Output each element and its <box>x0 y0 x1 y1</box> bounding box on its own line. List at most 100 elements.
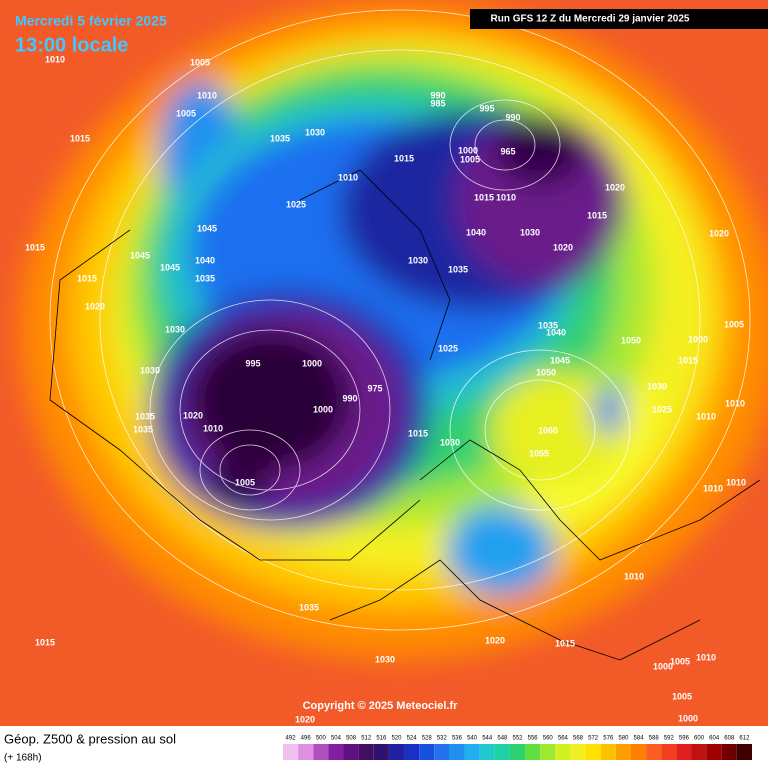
isobar-label: 1015 <box>408 428 428 438</box>
run-box <box>470 9 768 29</box>
map: Mercredi 5 février 2025 13:00 locale Run… <box>0 0 768 726</box>
isobar-label: 1015 <box>77 273 97 283</box>
isobar-label: 1000 <box>688 334 708 344</box>
legend-swatch <box>419 744 435 760</box>
isobar-label: 1015 <box>35 637 55 647</box>
legend-swatch <box>706 744 722 760</box>
isobar-label: 1030 <box>440 437 460 447</box>
legend-label: 596 <box>679 736 690 742</box>
legend-label: 580 <box>618 736 629 742</box>
legend-label: 600 <box>694 736 705 742</box>
isobar-label: 1020 <box>85 301 105 311</box>
legend: 492 496 500 504 508 512 516 520 524 528 532 536 540 5… <box>283 736 752 760</box>
legend-swatch <box>434 744 450 760</box>
legend-swatch <box>570 744 586 760</box>
isobar-label: 1035 <box>448 264 468 274</box>
legend-label: 544 <box>482 736 493 742</box>
legend-swatch <box>525 744 541 760</box>
run-info: Run GFS 12 Z du Mercredi 29 janvier 2025 <box>491 14 690 25</box>
legend-swatch <box>691 744 707 760</box>
legend-label: 512 <box>361 736 372 742</box>
legend-swatch <box>585 744 601 760</box>
legend-swatch <box>494 744 510 760</box>
legend-swatch <box>283 744 299 760</box>
isobar-label: 965 <box>500 146 515 156</box>
isobar-label: 1000 <box>458 145 478 155</box>
legend-label: 608 <box>724 736 735 742</box>
isobar-label: 1010 <box>496 192 516 202</box>
isobar-label: 1005 <box>190 57 210 67</box>
legend-swatch <box>540 744 556 760</box>
isobar-label: 1020 <box>295 714 315 724</box>
legend-swatch <box>328 744 344 760</box>
isobar-label: 1030 <box>647 381 667 391</box>
copyright: Copyright © 2025 Meteociel.fr <box>303 700 459 712</box>
legend-swatch <box>313 744 329 760</box>
isobar-label: 995 <box>479 103 494 113</box>
legend-label: 552 <box>512 736 523 742</box>
legend-label: 532 <box>437 736 448 742</box>
legend-label: 504 <box>331 736 342 742</box>
legend-swatch <box>646 744 662 760</box>
isobar-label: 1000 <box>313 404 333 414</box>
isobar-label: 1050 <box>621 335 641 345</box>
isobar-label: 990 <box>430 90 445 100</box>
legend-label: 548 <box>497 736 508 742</box>
isobar-label: 1035 <box>133 424 153 434</box>
isobar-label: 1010 <box>725 398 745 408</box>
isobar-label: 1010 <box>197 90 217 100</box>
isobar-label: 1015 <box>678 355 698 365</box>
legend-label: 584 <box>634 736 645 742</box>
isobar-label: 1025 <box>438 343 458 353</box>
isobar-label: 1030 <box>520 227 540 237</box>
isobar-label: 1010 <box>726 477 746 487</box>
legend-label: 612 <box>739 736 750 742</box>
isobar-label: 1025 <box>286 199 306 209</box>
legend-label: 540 <box>467 736 478 742</box>
legend-label: 496 <box>301 736 312 742</box>
isobar-label: 1030 <box>165 324 185 334</box>
legend-swatch <box>298 744 314 760</box>
isobar-label: 1045 <box>550 355 570 365</box>
isobar-label: 1020 <box>709 228 729 238</box>
isobar-label: 1040 <box>195 255 215 265</box>
isobar-label: 1015 <box>474 192 494 202</box>
legend-label: 556 <box>528 736 539 742</box>
legend-label: 528 <box>422 736 433 742</box>
isobars <box>49 9 751 631</box>
isobar-label: 1035 <box>135 411 155 421</box>
isobar-label: 1035 <box>299 602 319 612</box>
legend-label: 564 <box>558 736 569 742</box>
legend-label: 604 <box>709 736 720 742</box>
legend-swatch <box>343 744 359 760</box>
legend-label: 536 <box>452 736 463 742</box>
legend-label: 492 <box>286 736 297 742</box>
isobar-label: 1020 <box>605 182 625 192</box>
isobar-label: 990 <box>342 393 357 403</box>
legend-label: 592 <box>664 736 675 742</box>
isobar-label: 990 <box>505 112 520 122</box>
isobar-label: 1030 <box>140 365 160 375</box>
isobar-label: 1010 <box>696 411 716 421</box>
isobar-label: 1020 <box>553 242 573 252</box>
date: Mercredi 5 février 2025 <box>15 13 167 29</box>
legend-swatch <box>661 744 677 760</box>
isobar-label: 1035 <box>538 320 558 330</box>
isobar-label: 1000 <box>653 661 673 671</box>
legend-swatch <box>736 744 752 760</box>
isobar-label: 1030 <box>375 654 395 664</box>
isobar-label: 1035 <box>195 273 215 283</box>
legend-swatch <box>449 744 465 760</box>
isobar-label: 1015 <box>394 153 414 163</box>
isobar-label: 1005 <box>460 154 480 164</box>
legend-swatch <box>630 744 647 760</box>
legend-label: 568 <box>573 736 584 742</box>
coastlines <box>49 169 761 661</box>
isobar-label: 1045 <box>160 262 180 272</box>
legend-swatch <box>721 744 737 760</box>
legend-label: 576 <box>603 736 614 742</box>
legend-swatch <box>358 744 374 760</box>
isobar-label: 1040 <box>466 227 486 237</box>
isobar-label: 1005 <box>176 108 196 118</box>
